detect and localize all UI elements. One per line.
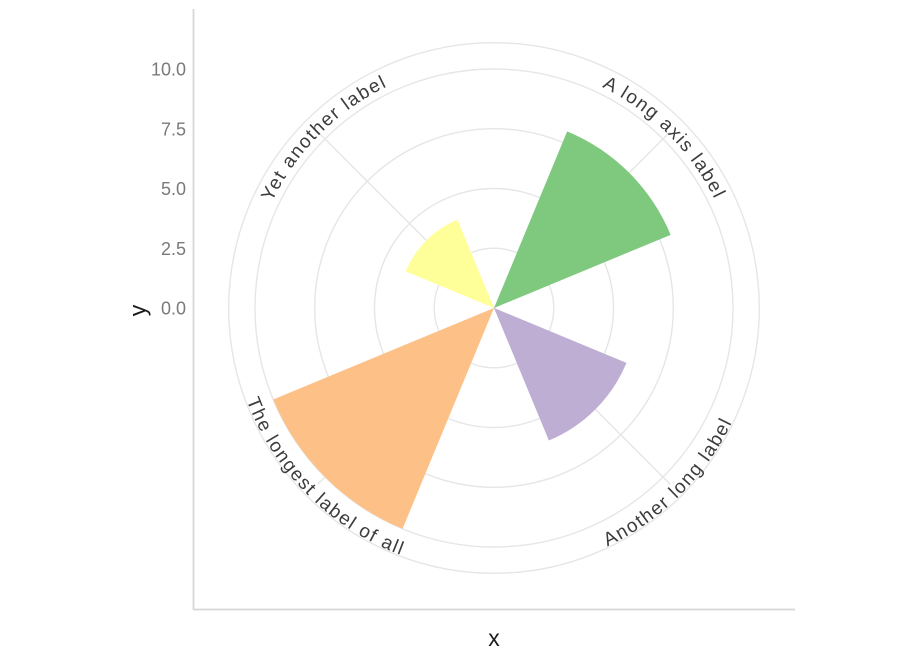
x-axis-title: x bbox=[488, 625, 500, 651]
y-axis-title: y bbox=[124, 304, 151, 317]
grid-circle-7.5 bbox=[314, 127, 675, 489]
wedge-another-long-label bbox=[494, 308, 627, 441]
r-tick-label-7.5: 7.5 bbox=[161, 119, 186, 139]
grid-circle-11.1 bbox=[228, 42, 760, 574]
grid-circle-2.5 bbox=[433, 247, 555, 369]
grid-circle-5 bbox=[373, 187, 615, 429]
r-tick-label-5.0: 5.0 bbox=[161, 179, 186, 199]
r-tick-label-10.0: 10.0 bbox=[151, 60, 186, 80]
wedge-the-longest-label-of-all bbox=[273, 308, 494, 529]
wedge-yet-another-label bbox=[405, 219, 494, 308]
grid-circle-10 bbox=[254, 68, 734, 548]
r-tick-label-0.0: 0.0 bbox=[161, 299, 186, 319]
wedge-a-long-axis-label bbox=[494, 131, 671, 308]
r-tick-label-2.5: 2.5 bbox=[161, 239, 186, 259]
